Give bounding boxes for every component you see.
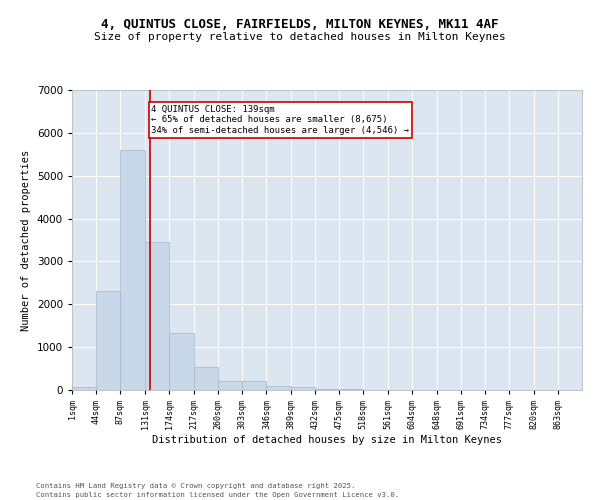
Bar bbox=[266, 386, 290, 390]
Text: 4, QUINTUS CLOSE, FAIRFIELDS, MILTON KEYNES, MK11 4AF: 4, QUINTUS CLOSE, FAIRFIELDS, MILTON KEY… bbox=[101, 18, 499, 30]
Bar bbox=[290, 388, 315, 390]
Bar bbox=[96, 292, 121, 390]
Text: Size of property relative to detached houses in Milton Keynes: Size of property relative to detached ho… bbox=[94, 32, 506, 42]
X-axis label: Distribution of detached houses by size in Milton Keynes: Distribution of detached houses by size … bbox=[152, 434, 502, 444]
Text: Contains HM Land Registry data © Crown copyright and database right 2025.: Contains HM Land Registry data © Crown c… bbox=[36, 483, 355, 489]
Y-axis label: Number of detached properties: Number of detached properties bbox=[21, 150, 31, 330]
Bar bbox=[242, 381, 266, 390]
Bar bbox=[72, 386, 96, 390]
Text: 4 QUINTUS CLOSE: 139sqm
← 65% of detached houses are smaller (8,675)
34% of semi: 4 QUINTUS CLOSE: 139sqm ← 65% of detache… bbox=[151, 105, 409, 135]
Bar bbox=[315, 388, 339, 390]
Bar bbox=[218, 380, 242, 390]
Text: Contains public sector information licensed under the Open Government Licence v3: Contains public sector information licen… bbox=[36, 492, 399, 498]
Bar bbox=[169, 333, 194, 390]
Bar bbox=[121, 150, 145, 390]
Bar bbox=[145, 242, 169, 390]
Bar bbox=[194, 368, 218, 390]
